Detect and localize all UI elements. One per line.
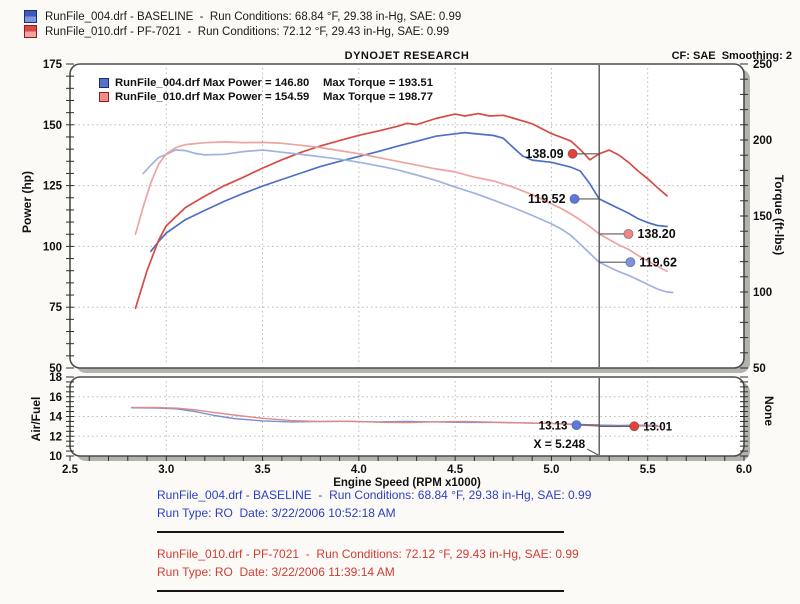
gridlines	[74, 381, 740, 452]
run2-color-swatch	[24, 25, 37, 38]
marker-label: 13.13	[539, 420, 568, 432]
cursor-marker-119.52[interactable]: 119.52	[528, 192, 600, 206]
cursor-marker-13.13[interactable]: 13.13	[539, 420, 600, 432]
footer-run2-conditions: RunFile_010.drf - PF-7021 - Run Conditio…	[157, 547, 579, 561]
brand-title: DYNOJET RESEARCH	[344, 50, 470, 62]
marker-dot[interactable]	[625, 257, 636, 268]
axis-ticks	[66, 63, 748, 369]
torque-axis-title: Torque (ft-lbs)	[772, 174, 786, 256]
run2-max-power: RunFile_010.drf Max Power = 154.59	[115, 90, 310, 103]
run1-max-torque: Max Torque = 193.51	[323, 76, 433, 89]
cursor-label-pointer	[586, 448, 599, 456]
power-010-curve	[134, 112, 668, 310]
run1-inner-swatch	[99, 77, 109, 88]
footer-run2: RunFile_010.drf - PF-7021 - Run Conditio…	[157, 545, 717, 581]
cf-smoothing-label: CF: SAE Smoothing: 2	[671, 50, 792, 62]
svg-text:100: 100	[43, 241, 62, 253]
footer-divider-2	[157, 590, 564, 592]
svg-text:100: 100	[753, 287, 772, 299]
marker-label: 119.52	[528, 192, 566, 206]
svg-text:12: 12	[49, 431, 62, 443]
footer-run1: RunFile_004.drf - BASELINE - Run Conditi…	[157, 486, 717, 522]
x-axis-title: Engine Speed (RPM x1000)	[333, 477, 481, 489]
power-axis-title: Power (hp)	[20, 171, 34, 233]
inner-legend-run2: RunFile_010.drf Max Power = 154.59 Max T…	[99, 90, 433, 103]
svg-text:5.5: 5.5	[640, 464, 657, 476]
svg-text:150: 150	[753, 211, 772, 223]
svg-text:6.0: 6.0	[736, 464, 752, 476]
footer-run-info: RunFile_004.drf - BASELINE - Run Conditi…	[157, 486, 717, 604]
svg-text:75: 75	[49, 302, 62, 314]
svg-text:125: 125	[43, 181, 63, 193]
marker-dot[interactable]	[623, 228, 634, 239]
svg-text:175: 175	[43, 59, 63, 71]
airfuel-axis-title: Air/Fuel	[29, 396, 43, 442]
marker-dot[interactable]	[629, 421, 640, 432]
run2-legend-text: RunFile_010.drf - PF-7021 - Run Conditio…	[45, 25, 450, 38]
svg-text:150: 150	[43, 120, 62, 132]
svg-text:14: 14	[49, 412, 62, 424]
svg-text:2.5: 2.5	[62, 464, 79, 476]
marker-dot[interactable]	[571, 420, 582, 431]
svg-text:18: 18	[49, 372, 62, 384]
torque-010-curve	[134, 141, 668, 273]
footer-divider-1	[157, 531, 564, 533]
marker-dot[interactable]	[567, 148, 578, 159]
svg-text:10: 10	[49, 451, 62, 463]
svg-text:5.0: 5.0	[543, 464, 559, 476]
svg-text:50: 50	[49, 363, 62, 375]
run1-color-swatch	[24, 10, 37, 23]
run1-legend-text: RunFile_004.drf - BASELINE - Run Conditi…	[45, 10, 462, 23]
torque-004-curve	[142, 149, 674, 294]
marker-label: 13.01	[643, 421, 672, 433]
cursor-marker-138.09[interactable]: 138.09	[525, 147, 600, 161]
tick-labels: 18 16 14 12 102.5 3.0 3.5 4.0 4.5 5.0 5.5 6.0	[49, 372, 752, 476]
svg-text:4.5: 4.5	[447, 464, 464, 476]
plot-frame	[69, 63, 745, 369]
svg-text:3.5: 3.5	[255, 464, 272, 476]
marker-dot[interactable]	[569, 193, 580, 204]
svg-text:16: 16	[49, 392, 62, 404]
svg-text:200: 200	[753, 135, 772, 147]
svg-text:50: 50	[753, 363, 766, 375]
footer-run2-type-date: Run Type: RO Date: 3/22/2006 11:39:14 AM	[157, 565, 395, 579]
cursor-x-label: X = 5.248	[533, 437, 585, 451]
cursor-marker-138.20[interactable]: 138.20	[599, 227, 676, 241]
gridlines	[74, 68, 740, 364]
marker-label: 119.62	[639, 255, 677, 269]
inner-legend-run1: RunFile_004.drf Max Power = 146.80 Max T…	[99, 76, 433, 89]
cursor-marker-13.01[interactable]: 13.01	[599, 421, 673, 433]
axis-ticks	[66, 376, 748, 461]
marker-label: 138.20	[637, 227, 675, 241]
tick-labels: 175 150 125 100 75 50 250 200 150 100 50	[43, 59, 772, 375]
svg-text:4.0: 4.0	[351, 464, 367, 476]
top-legend-run2: RunFile_010.drf - PF-7021 - Run Conditio…	[24, 24, 449, 39]
marker-label: 138.09	[525, 147, 563, 161]
svg-text:3.0: 3.0	[158, 464, 174, 476]
power-004-curve	[150, 131, 668, 253]
run2-inner-swatch	[99, 91, 109, 102]
run1-max-power: RunFile_004.drf Max Power = 146.80	[115, 76, 310, 89]
none-axis-title: None	[762, 396, 776, 426]
svg-text:250: 250	[753, 59, 772, 71]
footer-run1-type-date: Run Type: RO Date: 3/22/2006 10:52:18 AM	[157, 506, 396, 520]
cursor-marker-119.62[interactable]: 119.62	[599, 255, 677, 269]
run2-max-torque: Max Torque = 198.77	[323, 90, 433, 103]
footer-run1-conditions: RunFile_004.drf - BASELINE - Run Conditi…	[157, 488, 592, 502]
top-legend-run1: RunFile_004.drf - BASELINE - Run Conditi…	[24, 9, 461, 24]
